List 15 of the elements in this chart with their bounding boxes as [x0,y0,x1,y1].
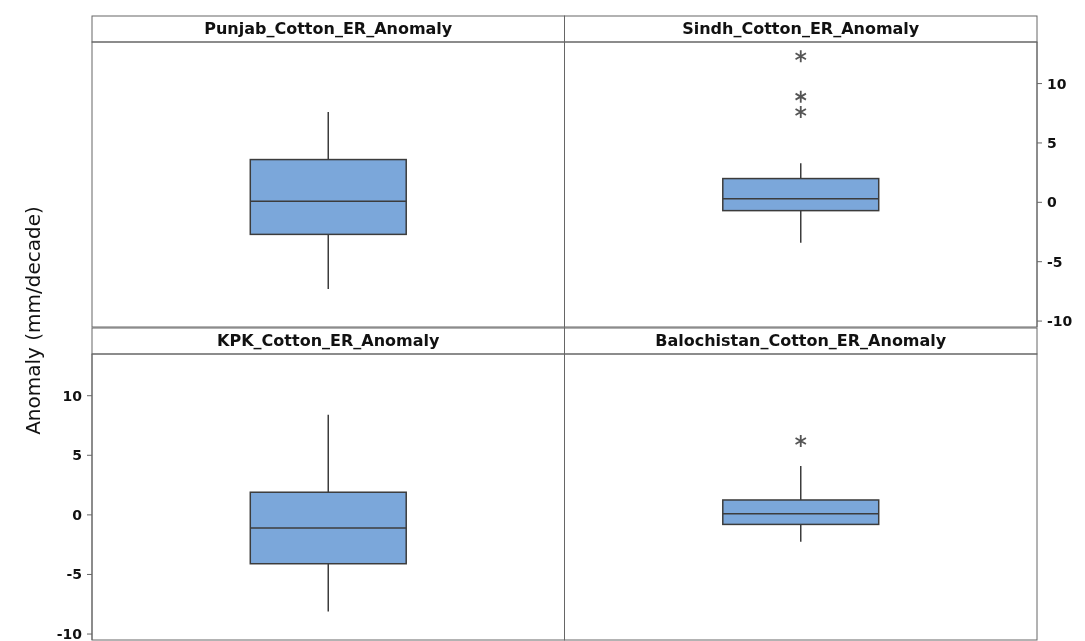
y-tick-label: -5 [1047,253,1063,270]
y-axis-title: Anomaly (mm/decade) [21,206,45,435]
y-tick-label: 10 [62,387,83,404]
y-tick-label: -10 [1047,313,1073,330]
y-tick-label: 0 [1047,194,1057,211]
y-tick-label: 5 [72,447,82,464]
y-tick-label: -5 [66,566,82,583]
y-tick-label: -10 [56,626,83,641]
x-tick-label: Balochistan_Cotton_ER_Anomaly [655,331,947,350]
y-tick-label: 0 [72,506,83,523]
x-tick-label: KPK_Cotton_ER_Anomaly [217,331,440,350]
y-tick-label: 10 [1047,75,1067,92]
x-tick-label: Sindh_Cotton_ER_Anomaly [682,19,920,38]
x-tick-label: Punjab_Cotton_ER_Anomaly [204,19,453,38]
y-tick-label: 5 [1047,134,1057,151]
